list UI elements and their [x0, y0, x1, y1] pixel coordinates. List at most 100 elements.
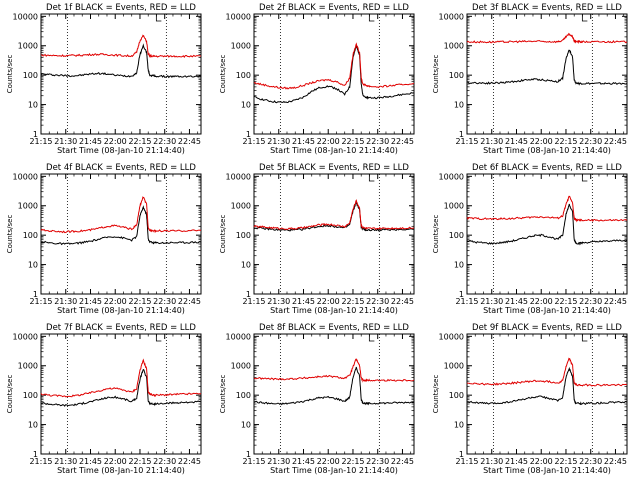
x-tick-label: 22:15 — [341, 297, 364, 306]
y-axis-label: Counts/sec — [219, 375, 227, 414]
x-axis-label: Start Time (08-Jan-10 21:14:40) — [57, 466, 185, 475]
x-tick-label: 22:15 — [128, 457, 151, 466]
plot-frame — [466, 13, 628, 135]
panel-title: Det 2f BLACK = Events, RED = LLD — [259, 3, 409, 13]
x-tick-label: 21:30 — [267, 297, 290, 306]
y-tick-label: 10 — [241, 261, 251, 270]
panel-title: Det 8f BLACK = Events, RED = LLD — [259, 323, 409, 333]
x-tick-label: 22:00 — [104, 137, 127, 146]
y-tick-label: 100 — [236, 71, 251, 80]
bracket-marker — [581, 174, 588, 182]
y-tick-label: 100 — [23, 71, 38, 80]
x-tick-label: 22:15 — [341, 137, 364, 146]
plot-frame — [466, 173, 628, 295]
x-tick-label: 21:45 — [79, 137, 102, 146]
y-tick-label: 1 — [246, 290, 251, 299]
y-tick-label: 1 — [459, 290, 464, 299]
y-tick-label: 100 — [23, 231, 38, 240]
x-tick-label: 22:00 — [104, 457, 127, 466]
y-tick-label: 10000 — [226, 332, 251, 341]
plot-frame — [40, 173, 202, 295]
plot-frame — [466, 333, 628, 455]
x-tick-label: 22:45 — [178, 137, 201, 146]
x-tick-label: 21:45 — [292, 297, 315, 306]
x-tick-label: 21:15 — [455, 457, 478, 466]
x-tick-label: 22:15 — [554, 137, 577, 146]
events-series-line — [253, 45, 415, 104]
x-tick-label: 21:30 — [267, 457, 290, 466]
bracket-marker — [368, 14, 375, 22]
x-tick-label: 22:45 — [604, 457, 627, 466]
y-tick-label: 1000 — [444, 362, 464, 371]
x-tick-label: 22:45 — [391, 457, 414, 466]
plot-frame — [253, 173, 415, 295]
events-series-line — [40, 205, 202, 246]
x-tick-label: 22:30 — [153, 137, 176, 146]
x-tick-label: 22:00 — [530, 457, 553, 466]
y-axis-label: Counts/sec — [432, 215, 440, 254]
x-tick-label: 21:30 — [480, 297, 503, 306]
y-tick-label: 10 — [28, 101, 38, 110]
panel-title: Det 4f BLACK = Events, RED = LLD — [46, 163, 196, 173]
x-tick-label: 22:15 — [341, 457, 364, 466]
x-tick-label: 21:15 — [242, 297, 265, 306]
panel-4: Det 4f BLACK = Events, RED = LLD 1 10 100 10… — [6, 163, 202, 315]
x-tick-label: 21:45 — [79, 457, 102, 466]
events-series-line — [466, 203, 628, 246]
panel-9: Det 9f BLACK = Events, RED = LLD 1 10 100 10… — [432, 323, 628, 475]
bracket-marker — [581, 334, 588, 342]
y-tick-label: 100 — [236, 231, 251, 240]
y-tick-label: 1000 — [18, 362, 38, 371]
y-tick-label: 100 — [23, 391, 38, 400]
y-tick-label: 1 — [459, 130, 464, 139]
x-tick-label: 22:15 — [554, 297, 577, 306]
x-tick-label: 21:45 — [505, 457, 528, 466]
y-tick-label: 10000 — [439, 172, 464, 181]
x-tick-label: 21:15 — [242, 137, 265, 146]
y-tick-label: 100 — [449, 71, 464, 80]
y-tick-label: 1 — [246, 450, 251, 459]
y-tick-label: 10 — [28, 261, 38, 270]
panel-6: Det 6f BLACK = Events, RED = LLD 1 10 100 10… — [432, 163, 628, 315]
y-tick-label: 10 — [454, 421, 464, 430]
x-tick-label: 22:45 — [178, 297, 201, 306]
x-axis-label: Start Time (08-Jan-10 21:14:40) — [270, 306, 398, 315]
x-tick-label: 21:30 — [54, 297, 77, 306]
x-axis-label: Start Time (08-Jan-10 21:14:40) — [483, 306, 611, 315]
events-series-line — [466, 366, 628, 406]
events-series-line — [466, 49, 628, 86]
panel-title: Det 9f BLACK = Events, RED = LLD — [472, 323, 622, 333]
y-axis-label: Counts/sec — [6, 375, 14, 414]
x-tick-label: 22:00 — [104, 297, 127, 306]
panel-5: Det 5f BLACK = Events, RED = LLD 1 10 100 10… — [219, 163, 415, 315]
y-tick-label: 1000 — [444, 42, 464, 51]
y-tick-label: 1 — [33, 130, 38, 139]
x-axis-label: Start Time (08-Jan-10 21:14:40) — [270, 466, 398, 475]
y-tick-label: 10 — [241, 101, 251, 110]
y-tick-label: 10000 — [226, 172, 251, 181]
bracket-marker — [368, 174, 375, 182]
panel-1: Det 1f BLACK = Events, RED = LLD 1 10 100 10… — [6, 3, 202, 155]
y-tick-label: 100 — [449, 231, 464, 240]
x-tick-label: 21:45 — [505, 297, 528, 306]
x-axis-label: Start Time (08-Jan-10 21:14:40) — [57, 306, 185, 315]
x-axis-label: Start Time (08-Jan-10 21:14:40) — [483, 146, 611, 155]
y-tick-label: 1 — [33, 290, 38, 299]
y-axis-label: Counts/sec — [432, 375, 440, 414]
y-tick-label: 1000 — [231, 362, 251, 371]
lld-series-line — [466, 32, 628, 44]
x-tick-label: 22:30 — [579, 457, 602, 466]
y-axis-label: Counts/sec — [432, 55, 440, 94]
y-tick-label: 10000 — [13, 172, 38, 181]
lld-series-line — [253, 358, 415, 383]
y-tick-label: 1000 — [231, 202, 251, 211]
x-tick-label: 22:00 — [530, 297, 553, 306]
y-tick-label: 10000 — [13, 12, 38, 21]
x-tick-label: 21:45 — [292, 457, 315, 466]
bracket-marker — [155, 334, 162, 342]
x-tick-label: 21:30 — [480, 137, 503, 146]
x-tick-label: 22:00 — [317, 457, 340, 466]
x-tick-label: 22:30 — [579, 297, 602, 306]
x-tick-label: 21:45 — [292, 137, 315, 146]
y-tick-label: 100 — [236, 391, 251, 400]
